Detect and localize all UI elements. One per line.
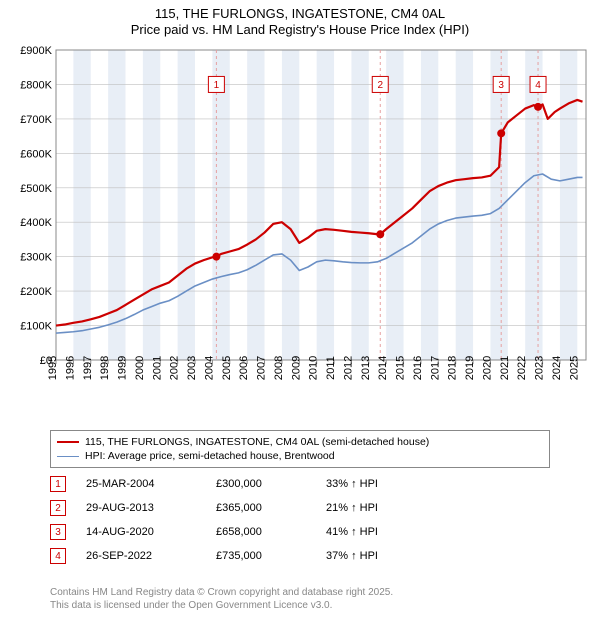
svg-text:1999: 1999 (117, 356, 129, 380)
svg-text:2016: 2016 (412, 356, 424, 380)
svg-text:£400K: £400K (20, 217, 52, 229)
footer-line-1: Contains HM Land Registry data © Crown c… (50, 586, 550, 599)
event-row: 2 29-AUG-2013£365,00021% ↑ HPI (50, 500, 550, 516)
svg-text:2012: 2012 (342, 356, 354, 380)
svg-text:2018: 2018 (447, 356, 459, 380)
legend-row-1: 115, THE FURLONGS, INGATESTONE, CM4 0AL … (57, 435, 543, 449)
event-price: £300,000 (216, 478, 326, 490)
svg-text:2019: 2019 (464, 356, 476, 380)
svg-text:2017: 2017 (429, 356, 441, 380)
svg-text:2013: 2013 (360, 356, 372, 380)
svg-text:2004: 2004 (203, 356, 215, 380)
event-price: £658,000 (216, 526, 326, 538)
svg-text:1: 1 (214, 80, 220, 91)
event-date: 14-AUG-2020 (86, 526, 216, 538)
event-marker: 2 (50, 500, 66, 516)
title-line-2: Price paid vs. HM Land Registry's House … (0, 22, 600, 38)
legend: 115, THE FURLONGS, INGATESTONE, CM4 0AL … (50, 430, 550, 468)
svg-text:2002: 2002 (169, 356, 181, 380)
svg-text:1995: 1995 (47, 356, 59, 380)
event-marker: 1 (50, 476, 66, 492)
event-hpi: 37% ↑ HPI (326, 550, 378, 562)
svg-text:2008: 2008 (273, 356, 285, 380)
svg-text:£500K: £500K (20, 183, 52, 195)
svg-text:£200K: £200K (20, 286, 52, 298)
svg-text:2007: 2007 (256, 356, 268, 380)
svg-text:£800K: £800K (20, 79, 52, 91)
event-hpi: 21% ↑ HPI (326, 502, 378, 514)
svg-text:2022: 2022 (516, 356, 528, 380)
event-price: £735,000 (216, 550, 326, 562)
svg-text:2: 2 (377, 80, 383, 91)
svg-text:2025: 2025 (568, 356, 580, 380)
svg-text:£300K: £300K (20, 252, 52, 264)
legend-swatch-red (57, 441, 79, 443)
svg-text:1996: 1996 (64, 356, 76, 380)
event-date: 29-AUG-2013 (86, 502, 216, 514)
line-chart-svg: £0£100K£200K£300K£400K£500K£600K£700K£80… (6, 44, 594, 424)
event-marker: 4 (50, 548, 66, 564)
svg-text:2009: 2009 (290, 356, 302, 380)
events-table: 1 25-MAR-2004£300,00033% ↑ HPI 2 29-AUG-201… (50, 476, 550, 572)
event-hpi: 33% ↑ HPI (326, 478, 378, 490)
svg-text:2020: 2020 (481, 356, 493, 380)
svg-text:£600K: £600K (20, 148, 52, 160)
legend-row-2: HPI: Average price, semi-detached house,… (57, 449, 543, 463)
event-row: 1 25-MAR-2004£300,00033% ↑ HPI (50, 476, 550, 492)
svg-text:2000: 2000 (134, 356, 146, 380)
chart-title: 115, THE FURLONGS, INGATESTONE, CM4 0AL … (0, 0, 600, 39)
legend-swatch-blue (57, 456, 79, 457)
event-price: £365,000 (216, 502, 326, 514)
svg-text:2021: 2021 (499, 356, 511, 380)
svg-text:£700K: £700K (20, 114, 52, 126)
svg-text:1997: 1997 (82, 356, 94, 380)
svg-text:1998: 1998 (99, 356, 111, 380)
svg-text:2023: 2023 (534, 356, 546, 380)
footer-attribution: Contains HM Land Registry data © Crown c… (50, 586, 550, 612)
legend-label-1: 115, THE FURLONGS, INGATESTONE, CM4 0AL … (85, 436, 429, 448)
svg-text:3: 3 (498, 80, 504, 91)
svg-text:2001: 2001 (151, 356, 163, 380)
svg-text:2015: 2015 (395, 356, 407, 380)
title-line-1: 115, THE FURLONGS, INGATESTONE, CM4 0AL (0, 6, 600, 22)
svg-text:2003: 2003 (186, 356, 198, 380)
event-hpi: 41% ↑ HPI (326, 526, 378, 538)
svg-text:4: 4 (535, 80, 541, 91)
chart-area: £0£100K£200K£300K£400K£500K£600K£700K£80… (6, 44, 594, 424)
event-date: 26-SEP-2022 (86, 550, 216, 562)
event-row: 4 26-SEP-2022£735,00037% ↑ HPI (50, 548, 550, 564)
footer-line-2: This data is licensed under the Open Gov… (50, 599, 550, 612)
svg-text:2024: 2024 (551, 356, 563, 380)
svg-text:£900K: £900K (20, 45, 52, 57)
svg-text:2010: 2010 (308, 356, 320, 380)
svg-text:2006: 2006 (238, 356, 250, 380)
svg-text:2014: 2014 (377, 356, 389, 380)
event-date: 25-MAR-2004 (86, 478, 216, 490)
event-marker: 3 (50, 524, 66, 540)
svg-text:£100K: £100K (20, 321, 52, 333)
event-row: 3 14-AUG-2020£658,00041% ↑ HPI (50, 524, 550, 540)
svg-text:2005: 2005 (221, 356, 233, 380)
svg-text:2011: 2011 (325, 356, 337, 380)
legend-label-2: HPI: Average price, semi-detached house,… (85, 450, 335, 462)
